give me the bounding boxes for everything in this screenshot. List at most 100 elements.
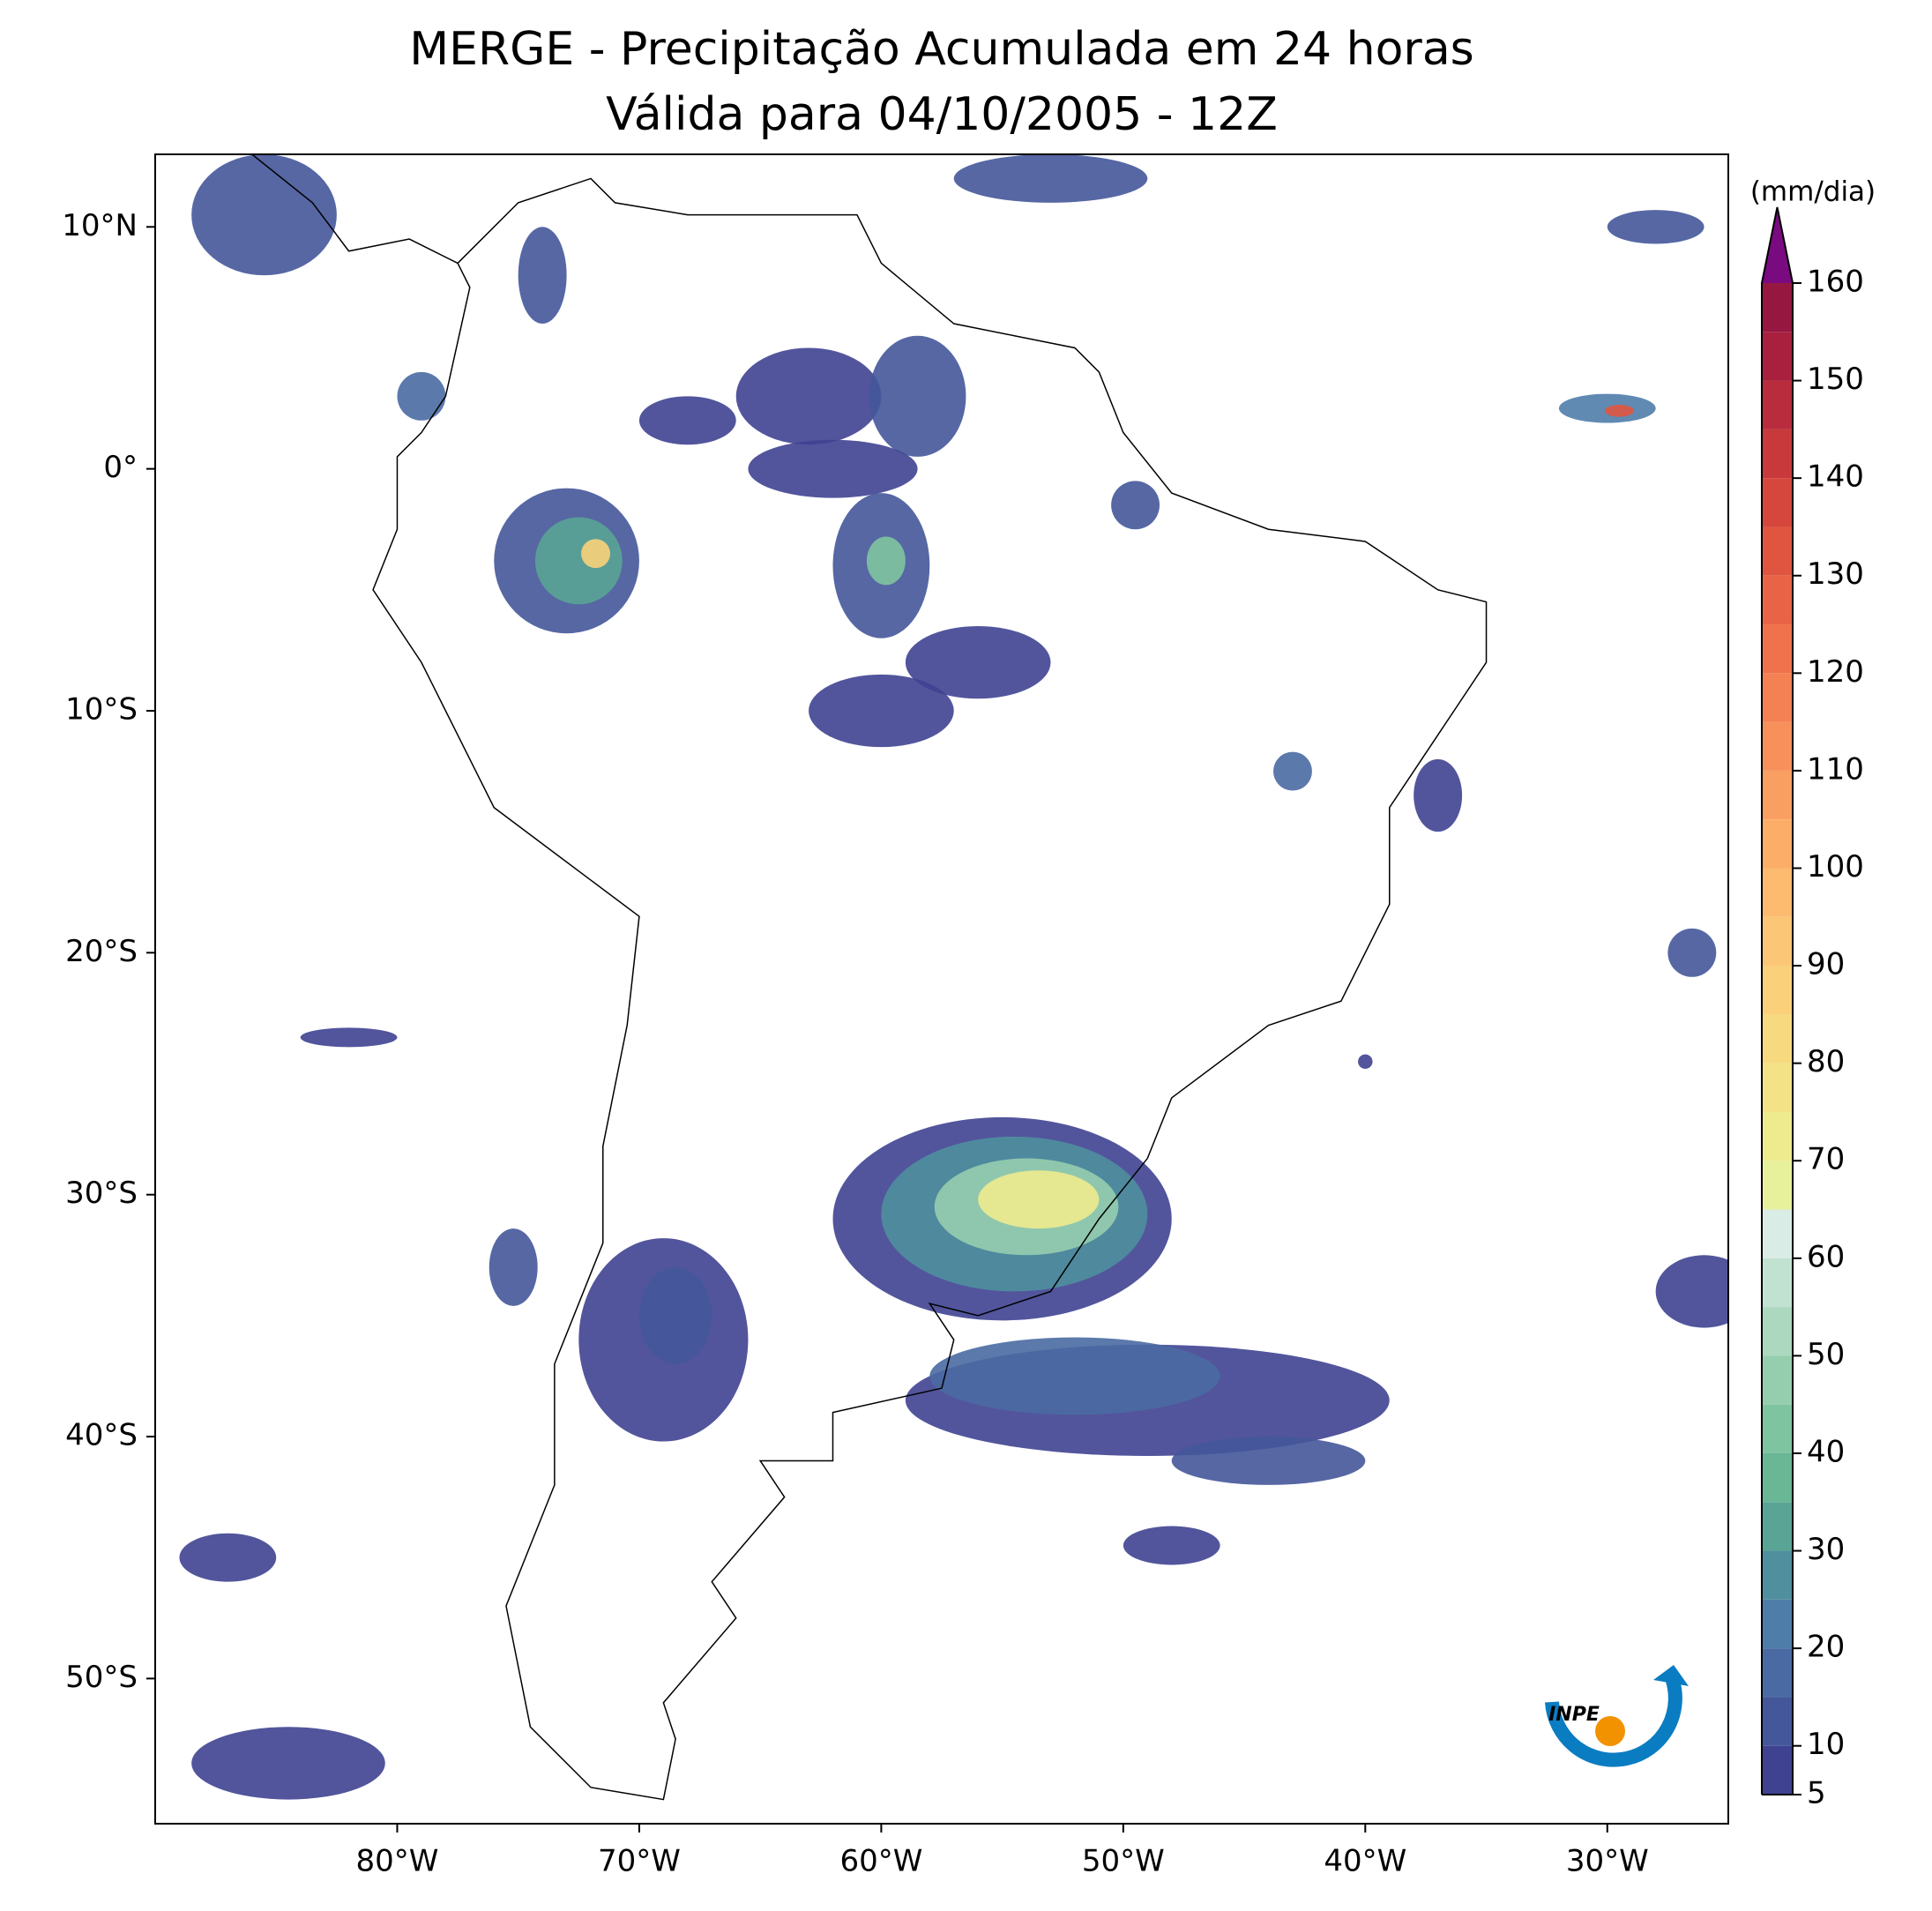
colorbar-tick-label: 30 <box>1807 1532 1845 1567</box>
colorbar-band <box>1762 1307 1793 1356</box>
precip-area <box>1605 404 1634 417</box>
precip-area <box>953 154 1148 203</box>
colorbar-band <box>1762 380 1793 429</box>
precip-area <box>489 1228 538 1306</box>
colorbar-band <box>1762 526 1793 576</box>
x-tick-label: 50°W <box>1082 1844 1165 1879</box>
precip-area <box>866 536 906 586</box>
precip-area <box>1655 1255 1728 1328</box>
colorbar-band <box>1762 1063 1793 1112</box>
colorbar-band <box>1762 1209 1793 1258</box>
x-tick-label: 30°W <box>1566 1844 1649 1879</box>
colorbar-tick-label: 120 <box>1807 654 1864 690</box>
colorbar-tick-label: 150 <box>1807 362 1864 397</box>
precip-area <box>1607 210 1704 244</box>
precip-area <box>1171 1437 1366 1485</box>
colorbar-band <box>1762 1452 1793 1503</box>
map-subtitle: Válida para 04/10/2005 - 12Z <box>606 88 1278 141</box>
precip-area <box>191 154 337 276</box>
precip-area <box>191 1727 385 1800</box>
colorbar-band <box>1762 916 1793 967</box>
colorbar-band <box>1762 1161 1793 1210</box>
precip-area <box>809 674 954 748</box>
colorbar-tick-label: 110 <box>1807 751 1864 787</box>
x-tick-label: 80°W <box>356 1844 439 1879</box>
precip-area <box>1273 751 1312 791</box>
colorbar-tick-label: 40 <box>1807 1434 1845 1469</box>
y-tick-label: 30°S <box>65 1176 138 1211</box>
colorbar-band <box>1762 1404 1793 1453</box>
precip-area <box>638 396 736 445</box>
precip-area <box>638 1267 712 1364</box>
colorbar-tick-label: 160 <box>1807 265 1864 300</box>
colorbar-tick-label: 100 <box>1807 849 1864 885</box>
colorbar-band <box>1762 1599 1793 1649</box>
colorbar-band <box>1762 1014 1793 1064</box>
map-area <box>179 154 1728 1801</box>
colorbar-tick-label: 90 <box>1807 947 1845 982</box>
precip-area <box>518 227 567 325</box>
precip-area <box>534 517 623 605</box>
colorbar-outline <box>1761 206 1794 1795</box>
precip-area <box>905 625 1051 699</box>
logo-dot <box>1595 1716 1625 1746</box>
y-tick-label: 10°N <box>62 208 138 243</box>
precip-area <box>1414 758 1463 832</box>
precip-area <box>929 1337 1220 1415</box>
colorbar-band <box>1762 478 1793 527</box>
colorbar-band <box>1762 1745 1793 1795</box>
colorbar-band <box>1762 868 1793 917</box>
map-frame <box>154 153 1729 1825</box>
colorbar-tick-label: 5 <box>1807 1776 1826 1811</box>
colorbar-extend <box>1762 207 1793 283</box>
precip-area <box>1111 481 1160 530</box>
colorbar-tick-label: 80 <box>1807 1044 1845 1079</box>
precip-area <box>179 1533 277 1582</box>
precip-area <box>748 439 918 498</box>
colorbar-band <box>1762 624 1793 674</box>
colorbar-tick-label: 60 <box>1807 1239 1845 1274</box>
colorbar-band <box>1762 1697 1793 1746</box>
colorbar-band <box>1762 332 1793 381</box>
logo: INPE <box>1545 1665 1689 1767</box>
colorbar-band <box>1762 1258 1793 1308</box>
precip-area <box>1123 1526 1220 1565</box>
precip-area <box>397 371 446 421</box>
colorbar-tick-label: 50 <box>1807 1337 1845 1372</box>
x-tick-label: 40°W <box>1324 1844 1406 1879</box>
x-tick-label: 70°W <box>598 1844 681 1879</box>
colorbar-band <box>1762 1550 1793 1600</box>
colorbar-tick-label: 10 <box>1807 1727 1845 1762</box>
y-tick-label: 50°S <box>65 1660 138 1695</box>
x-tick-label: 60°W <box>839 1844 922 1879</box>
precip-area <box>978 1170 1100 1229</box>
y-tick-label: 20°S <box>65 934 138 969</box>
logo-arc <box>1545 1673 1682 1767</box>
precip-area <box>869 335 966 457</box>
colorbar-band <box>1762 721 1793 771</box>
precip-area <box>1358 1054 1373 1070</box>
colorbar-tick-label: 70 <box>1807 1142 1845 1177</box>
colorbar-band <box>1762 673 1793 722</box>
colorbar-tick-label: 130 <box>1807 556 1864 592</box>
colorbar-band <box>1762 575 1793 625</box>
colorbar-band <box>1762 1111 1793 1161</box>
y-tick-label: 10°S <box>65 692 138 728</box>
colorbar-tick-label: 140 <box>1807 459 1864 495</box>
colorbar-tick-label: 20 <box>1807 1630 1845 1665</box>
logo-arrow <box>1653 1665 1689 1686</box>
precip-area <box>581 539 610 569</box>
colorbar-band <box>1762 966 1793 1015</box>
coastline <box>251 154 1488 1801</box>
y-tick-label: 40°S <box>65 1418 138 1453</box>
map-title: MERGE - Precipitação Acumulada em 24 hor… <box>409 23 1474 76</box>
colorbar-band <box>1762 819 1793 869</box>
colorbar-band <box>1762 283 1793 332</box>
precip-area <box>735 347 882 445</box>
colorbar-band <box>1762 1355 1793 1405</box>
colorbar-band <box>1762 770 1793 820</box>
y-tick-label: 0° <box>103 450 138 485</box>
colorbar-band <box>1762 1648 1793 1698</box>
logo-text: INPE <box>1548 1704 1600 1726</box>
